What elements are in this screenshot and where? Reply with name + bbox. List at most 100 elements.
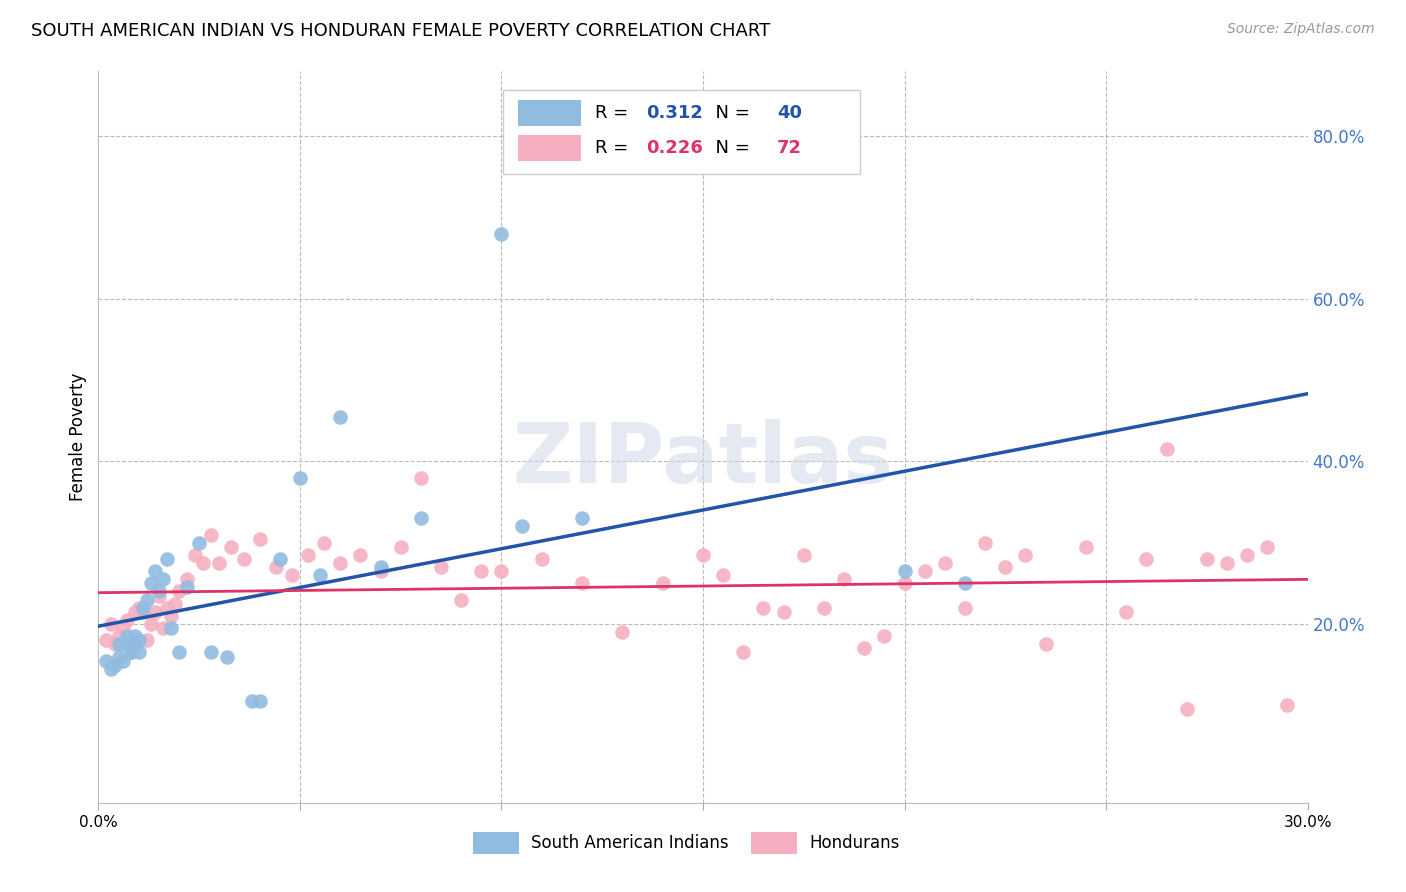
- Point: [184, 548, 207, 562]
- Text: SOUTH AMERICAN INDIAN VS HONDURAN FEMALE POVERTY CORRELATION CHART: SOUTH AMERICAN INDIAN VS HONDURAN FEMALE…: [31, 22, 770, 40]
- Point: [132, 605, 155, 619]
- Text: N =: N =: [704, 139, 755, 157]
- Point: [100, 662, 122, 676]
- Point: [953, 576, 976, 591]
- Point: [103, 637, 125, 651]
- Point: [692, 548, 714, 562]
- Text: Hondurans: Hondurans: [810, 834, 900, 852]
- Text: 72: 72: [776, 139, 801, 157]
- Point: [148, 589, 170, 603]
- Point: [143, 605, 166, 619]
- Point: [793, 548, 815, 562]
- Bar: [751, 832, 797, 854]
- Point: [1014, 548, 1036, 562]
- Point: [934, 556, 956, 570]
- Point: [200, 527, 222, 541]
- Point: [176, 581, 198, 595]
- Point: [329, 409, 352, 424]
- Point: [139, 617, 162, 632]
- Point: [96, 633, 118, 648]
- Bar: [517, 135, 581, 161]
- Point: [288, 471, 311, 485]
- Point: [156, 552, 179, 566]
- Point: [107, 637, 129, 651]
- Point: [1195, 552, 1218, 566]
- Point: [124, 637, 146, 651]
- Text: 40: 40: [776, 104, 801, 122]
- Point: [217, 649, 239, 664]
- Point: [1256, 540, 1278, 554]
- Point: [1135, 552, 1157, 566]
- Point: [128, 633, 150, 648]
- Point: [249, 532, 271, 546]
- Point: [1115, 605, 1137, 619]
- Point: [124, 629, 146, 643]
- Bar: [474, 832, 519, 854]
- Point: [167, 645, 190, 659]
- Point: [115, 613, 138, 627]
- Point: [893, 576, 915, 591]
- Point: [103, 657, 125, 672]
- Point: [232, 552, 254, 566]
- Point: [160, 621, 183, 635]
- Point: [1277, 698, 1299, 713]
- Point: [135, 592, 157, 607]
- Point: [264, 560, 287, 574]
- Point: [1035, 637, 1057, 651]
- Point: [1175, 702, 1198, 716]
- Point: [120, 645, 142, 659]
- Point: [115, 629, 138, 643]
- Point: [188, 535, 211, 549]
- Point: [370, 564, 392, 578]
- Point: [873, 629, 896, 643]
- Point: [128, 600, 150, 615]
- Text: 0.226: 0.226: [647, 139, 703, 157]
- Bar: [517, 100, 581, 127]
- Point: [115, 637, 138, 651]
- Text: R =: R =: [595, 139, 634, 157]
- Text: ZIPatlas: ZIPatlas: [513, 418, 893, 500]
- Point: [281, 568, 304, 582]
- Point: [139, 576, 162, 591]
- Point: [430, 560, 453, 574]
- Point: [208, 556, 231, 570]
- Point: [269, 552, 291, 566]
- Point: [297, 548, 319, 562]
- Point: [853, 641, 876, 656]
- Point: [530, 552, 553, 566]
- Point: [994, 560, 1017, 574]
- Point: [349, 548, 371, 562]
- Point: [491, 564, 513, 578]
- Point: [1216, 556, 1239, 570]
- Point: [893, 564, 915, 578]
- Point: [651, 576, 673, 591]
- Point: [1074, 540, 1097, 554]
- Point: [120, 637, 142, 651]
- Point: [772, 605, 794, 619]
- Point: [111, 654, 134, 668]
- Point: [370, 560, 392, 574]
- Point: [152, 572, 174, 586]
- Point: [1236, 548, 1258, 562]
- Point: [132, 600, 155, 615]
- FancyBboxPatch shape: [503, 90, 860, 174]
- Text: 0.312: 0.312: [647, 104, 703, 122]
- Point: [167, 584, 190, 599]
- Point: [160, 608, 183, 623]
- Text: N =: N =: [704, 104, 755, 122]
- Point: [176, 572, 198, 586]
- Point: [711, 568, 734, 582]
- Point: [510, 519, 533, 533]
- Point: [107, 629, 129, 643]
- Point: [409, 511, 432, 525]
- Point: [832, 572, 855, 586]
- Point: [152, 621, 174, 635]
- Point: [107, 649, 129, 664]
- Text: R =: R =: [595, 104, 634, 122]
- Point: [249, 694, 271, 708]
- Point: [200, 645, 222, 659]
- Point: [409, 471, 432, 485]
- Point: [450, 592, 472, 607]
- Point: [813, 600, 835, 615]
- Point: [1156, 442, 1178, 457]
